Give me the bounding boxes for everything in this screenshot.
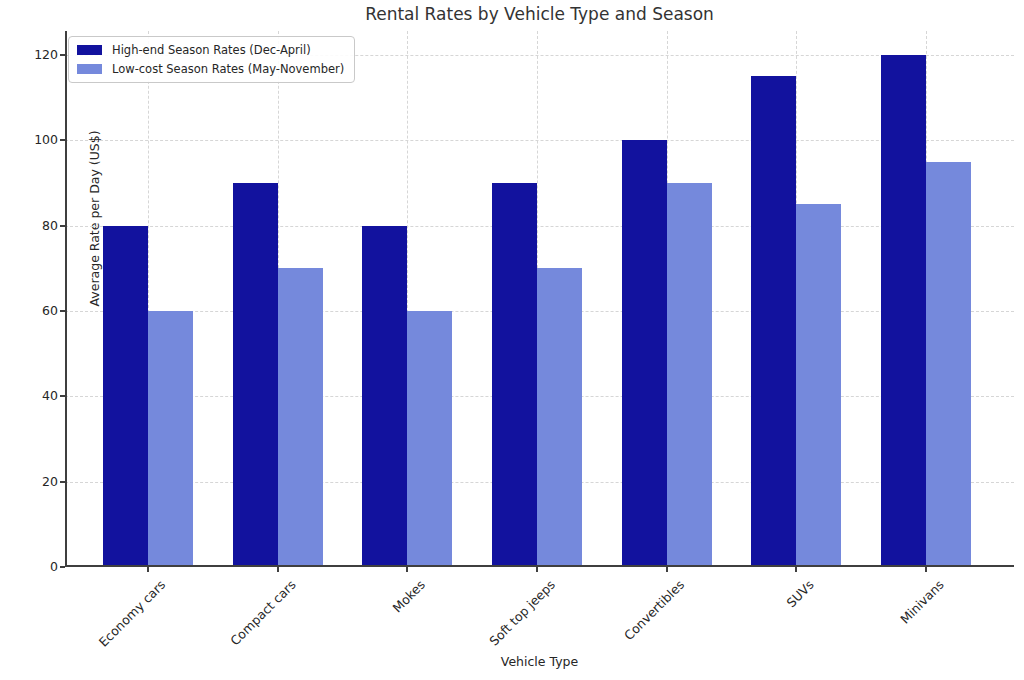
ytick-label-0: 0 — [18, 561, 58, 574]
xtick-mark-convertibles — [666, 567, 668, 572]
bar-low-cost-economy-cars — [148, 311, 193, 567]
xtick-label-economy-cars: Economy cars — [96, 577, 169, 650]
bar-high-end-compact-cars — [233, 183, 278, 567]
bar-low-cost-mokes — [407, 311, 452, 567]
legend-item-high-end: High-end Season Rates (Dec-April) — [77, 43, 344, 57]
legend: High-end Season Rates (Dec-April) Low-cos… — [68, 36, 355, 83]
legend-label-low-cost: Low-cost Season Rates (May-November) — [112, 62, 344, 76]
x-axis-spine — [65, 565, 1014, 567]
legend-swatch-high-end — [77, 45, 102, 55]
gridline-y-100 — [65, 140, 1014, 141]
y-axis-label: Average Rate per Day (US$) — [87, 130, 102, 306]
chart-figure: Rental Rates by Vehicle Type and Season … — [0, 0, 1024, 680]
ytick-label-120: 120 — [18, 49, 58, 62]
xtick-label-minivans: Minivans — [897, 577, 947, 627]
ytick-mark-60 — [60, 310, 65, 312]
ytick-label-60: 60 — [18, 305, 58, 318]
ytick-mark-20 — [60, 481, 65, 483]
bar-high-end-soft-top-jeeps — [492, 183, 537, 567]
ytick-mark-120 — [60, 54, 65, 56]
legend-item-low-cost: Low-cost Season Rates (May-November) — [77, 62, 344, 76]
xtick-mark-compact-cars — [277, 567, 279, 572]
ytick-label-100: 100 — [18, 134, 58, 147]
ytick-mark-0 — [60, 566, 65, 568]
xtick-label-suvs: SUVs — [784, 577, 817, 610]
bar-high-end-minivans — [881, 55, 926, 567]
xtick-label-soft-top-jeeps: Soft top jeeps — [486, 577, 558, 649]
ytick-label-20: 20 — [18, 475, 58, 488]
bar-high-end-economy-cars — [103, 226, 148, 567]
x-axis-label: Vehicle Type — [65, 654, 1014, 669]
xtick-mark-minivans — [925, 567, 927, 572]
xtick-mark-suvs — [795, 567, 797, 572]
xtick-mark-soft-top-jeeps — [536, 567, 538, 572]
ytick-mark-100 — [60, 139, 65, 141]
bar-low-cost-suvs — [796, 204, 841, 567]
y-axis-spine — [65, 31, 67, 567]
chart-title: Rental Rates by Vehicle Type and Season — [65, 4, 1014, 24]
xtick-mark-economy-cars — [147, 567, 149, 572]
xtick-label-convertibles: Convertibles — [621, 577, 687, 643]
ytick-label-80: 80 — [18, 219, 58, 232]
bar-low-cost-convertibles — [667, 183, 712, 567]
xtick-label-mokes: Mokes — [389, 577, 427, 615]
ytick-mark-80 — [60, 225, 65, 227]
gridline-y-80 — [65, 226, 1014, 227]
bar-low-cost-minivans — [926, 162, 971, 567]
ytick-label-40: 40 — [18, 390, 58, 403]
ytick-mark-40 — [60, 395, 65, 397]
xtick-mark-mokes — [406, 567, 408, 572]
xtick-label-compact-cars: Compact cars — [227, 577, 298, 648]
legend-label-high-end: High-end Season Rates (Dec-April) — [112, 43, 311, 57]
bar-high-end-convertibles — [622, 140, 667, 567]
plot-area: 020406080100120 Economy carsCompact cars… — [65, 31, 1014, 567]
bar-high-end-suvs — [751, 76, 796, 567]
bar-low-cost-compact-cars — [278, 268, 323, 567]
bar-low-cost-soft-top-jeeps — [537, 268, 582, 567]
legend-swatch-low-cost — [77, 64, 102, 74]
bar-high-end-mokes — [362, 226, 407, 567]
